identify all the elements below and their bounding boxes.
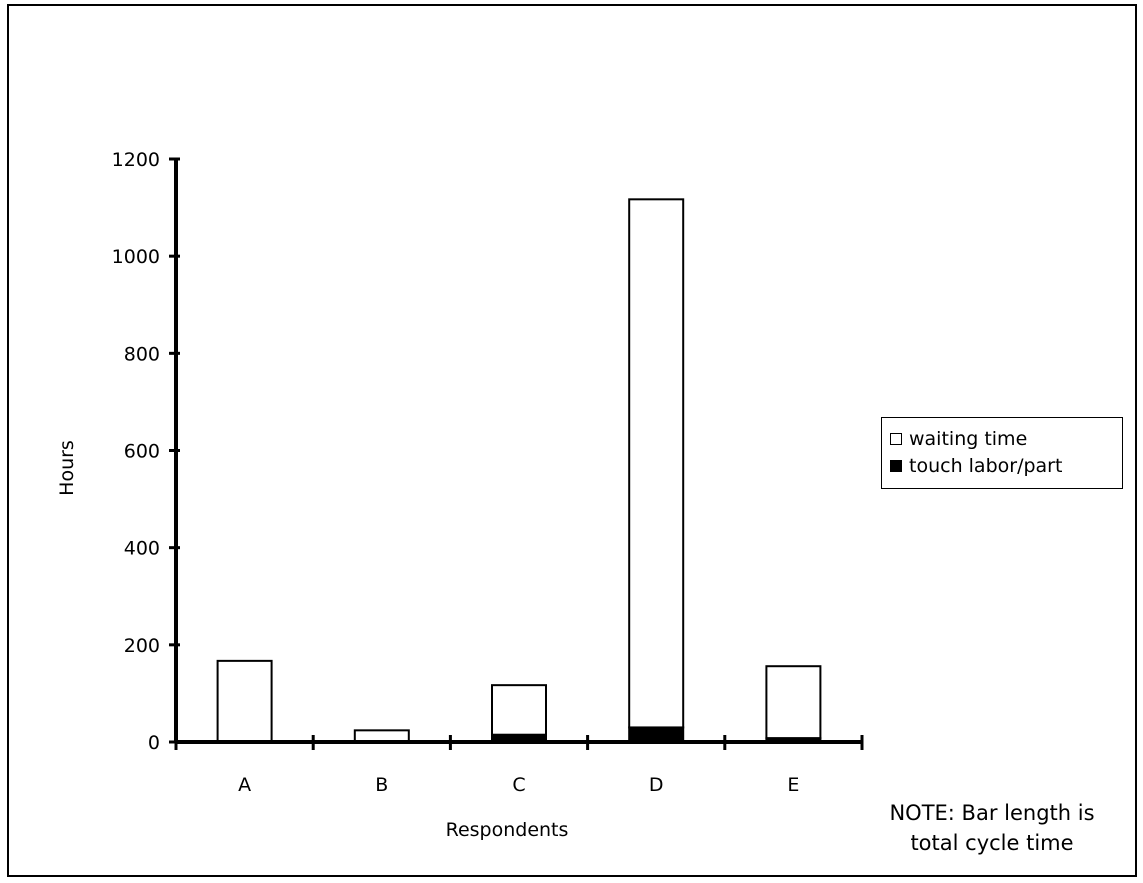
bar-e-waiting-time: [765, 665, 822, 740]
legend-item-waiting-time: waiting time: [890, 427, 1027, 451]
y-tick-label: 1000: [112, 246, 160, 268]
x-ticks-group: A B C D E: [174, 735, 864, 796]
y-tick-label: 1200: [112, 149, 160, 171]
bar-c-waiting-time: [491, 684, 547, 736]
legend-item-touch-labor: touch labor/part: [890, 454, 1062, 478]
y-ticks-group: 0 200 400 600 800 1000 1200: [112, 149, 180, 754]
y-tick-label: 200: [124, 635, 160, 657]
x-tick-label: D: [649, 774, 664, 796]
y-tick-label: 600: [124, 441, 160, 463]
bar-b-waiting-time: [353, 729, 410, 743]
bar-a-waiting-time: [216, 659, 273, 743]
x-axis-title: Respondents: [446, 819, 569, 841]
legend: waiting time touch labor/part: [881, 417, 1123, 489]
legend-label-waiting-time: waiting time: [909, 428, 1028, 450]
legend-label-touch-labor: touch labor/part: [909, 455, 1063, 477]
chart-note-line-2: total cycle time: [910, 831, 1074, 855]
legend-swatch-waiting-time: [890, 433, 902, 445]
y-tick-label: 800: [124, 343, 160, 365]
y-axis-title: Hours: [56, 440, 78, 496]
bars-group: [216, 198, 822, 744]
x-tick-label: B: [375, 774, 388, 796]
bar-d-waiting-time: [628, 198, 685, 729]
x-tick-label: E: [787, 774, 799, 796]
y-tick-label: 0: [148, 732, 160, 754]
chart-note: NOTE: Bar length is total cycle time: [858, 798, 1126, 858]
chart-note-line-1: NOTE: Bar length is: [889, 801, 1095, 825]
y-tick-label: 400: [124, 538, 160, 560]
legend-swatch-touch-labor: [890, 460, 902, 472]
x-tick-label: C: [512, 774, 525, 796]
x-tick-label: A: [238, 774, 251, 796]
bar-d-touch-labor-part: [628, 726, 685, 743]
